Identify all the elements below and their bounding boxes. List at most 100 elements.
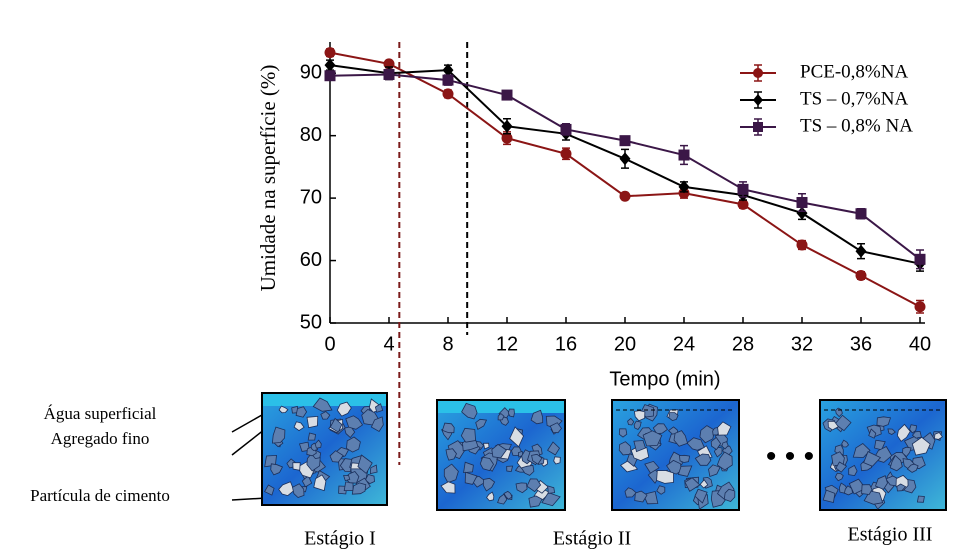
aggregate	[633, 420, 642, 431]
aggregate	[461, 402, 478, 420]
x-tick-label: 4	[383, 333, 394, 355]
aggregate	[633, 440, 646, 453]
aggregate	[843, 485, 854, 496]
marker	[796, 206, 808, 220]
stage-label: Estágio I	[304, 528, 376, 549]
aggregate	[627, 417, 635, 426]
marker	[383, 68, 395, 80]
stage-box	[611, 399, 740, 511]
aggregate	[721, 441, 729, 450]
aggregate	[553, 456, 561, 465]
aggregate	[618, 441, 632, 456]
marker	[855, 208, 867, 220]
aggregate	[314, 439, 322, 449]
aggregate	[909, 424, 918, 434]
aggregate	[717, 421, 732, 436]
illustration: Água superficial Agregado fino Partícula…	[30, 392, 947, 549]
marker	[442, 74, 454, 86]
aggregate	[343, 475, 351, 482]
aggregate	[346, 436, 361, 453]
stage-label: Estágio III	[848, 524, 933, 546]
aggregate	[624, 487, 637, 498]
x-tick-label: 24	[673, 333, 695, 355]
aggregate	[509, 426, 524, 448]
x-tick-label: 8	[442, 333, 453, 355]
legend-marker	[753, 94, 763, 106]
aggregate	[934, 432, 943, 440]
marker	[855, 270, 867, 282]
aggregate	[483, 442, 490, 450]
aggregate	[911, 430, 922, 439]
aggregate	[902, 446, 912, 458]
aggregate	[841, 439, 850, 448]
aggregate	[834, 414, 852, 432]
marker	[324, 70, 336, 82]
aggregate	[906, 463, 919, 473]
aggregate	[306, 415, 319, 429]
marker	[501, 89, 513, 101]
aggregate	[530, 409, 544, 425]
aggregate	[874, 475, 888, 490]
aggregate	[642, 491, 659, 505]
aggregate	[618, 428, 628, 438]
aggregate	[666, 459, 682, 475]
annotation: Partícula de cimento	[30, 486, 170, 505]
aggregate	[679, 454, 691, 463]
aggregate	[634, 490, 648, 503]
marker	[619, 190, 631, 202]
aggregate	[887, 428, 896, 435]
aggregate	[292, 462, 301, 471]
aggregate	[630, 445, 650, 462]
aggregate	[441, 422, 455, 434]
marker	[324, 58, 336, 72]
aggregate	[861, 484, 873, 495]
aggregate	[313, 474, 327, 492]
aggregate	[916, 495, 925, 503]
stage-box	[436, 399, 566, 511]
marker	[619, 152, 631, 166]
x-tick-label: 0	[324, 333, 335, 355]
aggregate	[292, 483, 305, 498]
legend-marker	[753, 122, 763, 132]
aggregate	[531, 453, 543, 465]
marker	[324, 47, 336, 59]
aggregate	[270, 463, 284, 476]
aggregate	[642, 430, 663, 447]
aggregate	[644, 460, 660, 474]
aggregate	[351, 482, 367, 495]
x-tick-label: 20	[614, 333, 636, 355]
aggregate	[264, 484, 275, 496]
aggregate	[547, 441, 561, 456]
aggregate	[911, 436, 931, 456]
aggregate	[684, 477, 701, 492]
x-tick-label: 36	[850, 333, 872, 355]
aggregate	[694, 453, 712, 466]
aggregate	[889, 454, 903, 472]
y-tick-label: 60	[300, 249, 322, 271]
aggregate	[463, 461, 474, 474]
annotation: Agregado fino	[51, 429, 150, 448]
aggregate	[370, 416, 384, 433]
aggregate	[515, 482, 528, 494]
aggregate	[336, 401, 352, 417]
aggregate	[295, 406, 308, 418]
legend-label: PCE-0,8%NA	[800, 61, 908, 82]
x-tick-label: 12	[496, 333, 518, 355]
y-tick-label: 80	[300, 124, 322, 146]
y-tick-label: 70	[300, 186, 322, 208]
aggregate	[440, 481, 456, 494]
y-tick-label: 50	[300, 311, 322, 333]
marker	[678, 180, 690, 194]
marker	[855, 244, 867, 258]
aggregate	[475, 418, 488, 430]
aggregate	[497, 493, 508, 505]
aggregate	[278, 405, 289, 414]
aggregate	[848, 464, 858, 477]
marker	[442, 88, 454, 100]
marker	[737, 183, 749, 195]
marker	[619, 135, 631, 147]
aggregate	[677, 465, 693, 477]
aggregate	[445, 448, 457, 461]
aggregate	[307, 432, 317, 441]
